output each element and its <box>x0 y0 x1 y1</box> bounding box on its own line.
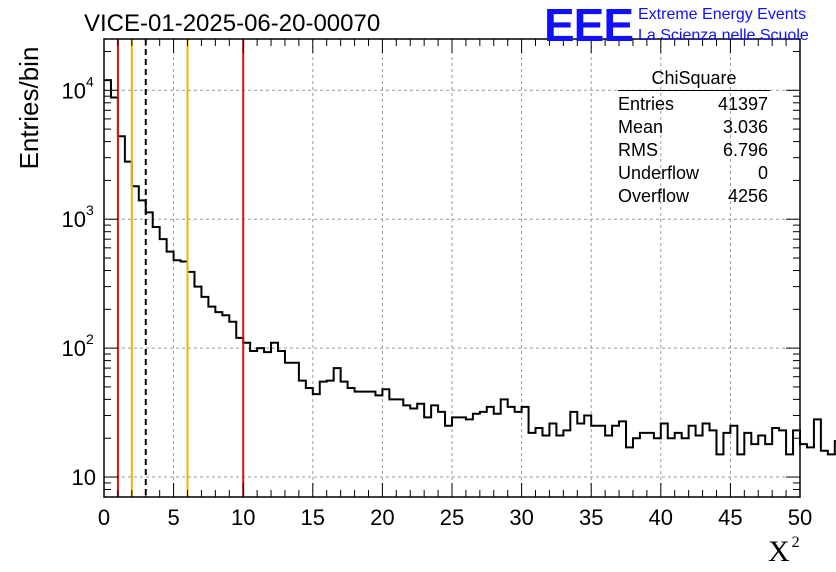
stats-row-mean: Mean 3.036 <box>612 116 776 139</box>
y-tick-label-exponent: 3 <box>86 202 94 218</box>
x-tick-label: 0 <box>98 505 110 530</box>
x-axis-label-base: X <box>768 535 790 568</box>
x-tick-label: 15 <box>301 505 325 530</box>
x-tick-label: 20 <box>370 505 394 530</box>
stats-value: 0 <box>757 163 768 183</box>
histogram-series <box>104 79 836 456</box>
x-tick-label: 10 <box>231 505 255 530</box>
x-tick-label: 45 <box>718 505 742 530</box>
stats-label: Mean <box>618 117 664 137</box>
stats-title: ChiSquare <box>618 68 770 91</box>
y-tick-label-exponent: 4 <box>86 73 94 89</box>
x-tick-label: 40 <box>649 505 673 530</box>
stats-label: Overflow <box>618 186 690 206</box>
y-tick-label-exponent: 2 <box>86 331 94 347</box>
x-tick-label: 50 <box>788 505 812 530</box>
stats-value: 3.036 <box>722 117 768 137</box>
stats-value: 6.796 <box>722 140 768 160</box>
stats-value: 41397 <box>717 94 768 114</box>
y-tick-label: 10 <box>62 207 86 232</box>
logo-line-1: Extreme Energy Events <box>638 6 807 23</box>
x-tick-label: 30 <box>509 505 533 530</box>
chart-title: VICE-01-2025-06-20-00070 <box>84 10 381 37</box>
eee-logo-text: Extreme Energy Events La Scienza nelle S… <box>638 4 809 46</box>
stats-box: ChiSquare Entries 41397 Mean 3.036 RMS 6.796 U… <box>612 68 776 208</box>
x-axis-label-superscript: 2 <box>791 534 800 551</box>
x-tick-label: 25 <box>440 505 464 530</box>
stats-label: Entries <box>618 94 675 114</box>
x-tick-label: 5 <box>167 505 179 530</box>
stats-label: Underflow <box>618 163 700 183</box>
x-tick-label: 35 <box>579 505 603 530</box>
logo-line-2: La Scienza nelle Scuole <box>638 27 809 44</box>
stats-value: 4256 <box>727 186 768 206</box>
eee-logo: EEE <box>544 0 634 51</box>
y-tick-label: 10 <box>62 336 86 361</box>
stats-row-entries: Entries 41397 <box>612 93 776 116</box>
stats-row-underflow: Underflow 0 <box>612 162 776 185</box>
y-axis-label: Entries/bin <box>14 46 44 170</box>
y-tick-label: 10 <box>72 465 96 490</box>
stats-row-rms: RMS 6.796 <box>612 139 776 162</box>
y-tick-label: 10 <box>62 78 86 103</box>
stats-row-overflow: Overflow 4256 <box>612 185 776 208</box>
stats-label: RMS <box>618 140 658 160</box>
